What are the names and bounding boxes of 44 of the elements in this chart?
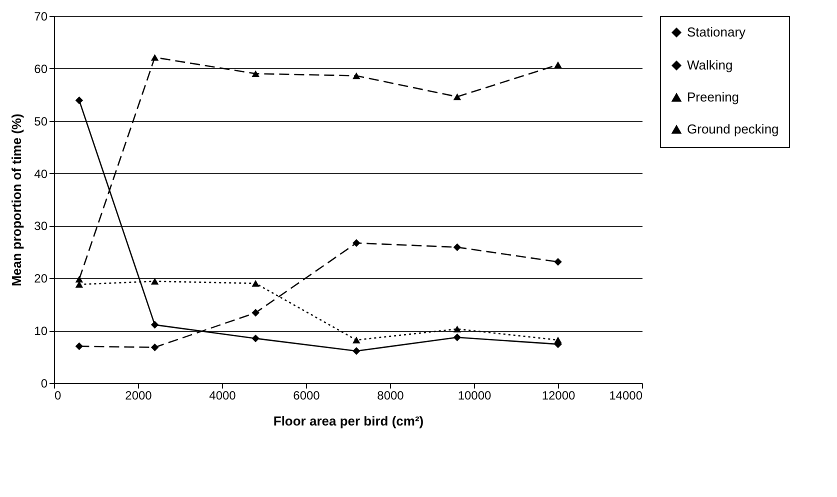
legend-label: Ground pecking [687,122,779,136]
y-tick-label: 30 [34,219,48,234]
x-tick-label: 14000 [609,388,643,402]
point [352,239,360,247]
point [554,336,562,344]
point [75,342,84,350]
y-tick-label: 10 [34,324,48,338]
point [352,347,360,355]
x-tick-label: 2000 [125,388,152,402]
point [150,54,159,61]
point [150,343,159,352]
y-tick-label: 0 [40,376,48,390]
point [252,308,260,317]
x-tick-label: 12000 [542,388,576,402]
y-tick-label: 20 [34,272,48,286]
legend-label: Stationary [687,24,746,40]
point [352,336,360,344]
point [453,93,462,100]
point [150,278,159,285]
point [252,334,260,342]
point [554,61,562,68]
point [252,70,260,78]
legend-label: Preening [687,90,740,104]
x-tick-label: 4000 [209,388,236,402]
point [150,320,159,329]
x-tick-label: 10000 [458,388,492,402]
y-tick-label: 50 [34,114,48,128]
y-axis-title: Mean proportion of time (%) [9,114,24,286]
point [453,243,462,252]
point [554,258,562,266]
x-tick-label: 6000 [293,388,320,402]
point [252,280,260,287]
point [75,96,84,104]
y-tick-label: 40 [34,166,48,181]
x-axis-title: Floor area per bird (cm²) [273,414,424,428]
y-tick-label: 70 [34,10,48,24]
point [75,276,84,283]
y-tick-label: 60 [34,62,48,76]
legend-label: Walking [687,58,733,72]
point [453,334,462,342]
point [453,326,462,332]
x-tick-label: 8000 [377,388,404,402]
point [352,72,360,80]
x-tick-label: 0 [54,388,62,402]
